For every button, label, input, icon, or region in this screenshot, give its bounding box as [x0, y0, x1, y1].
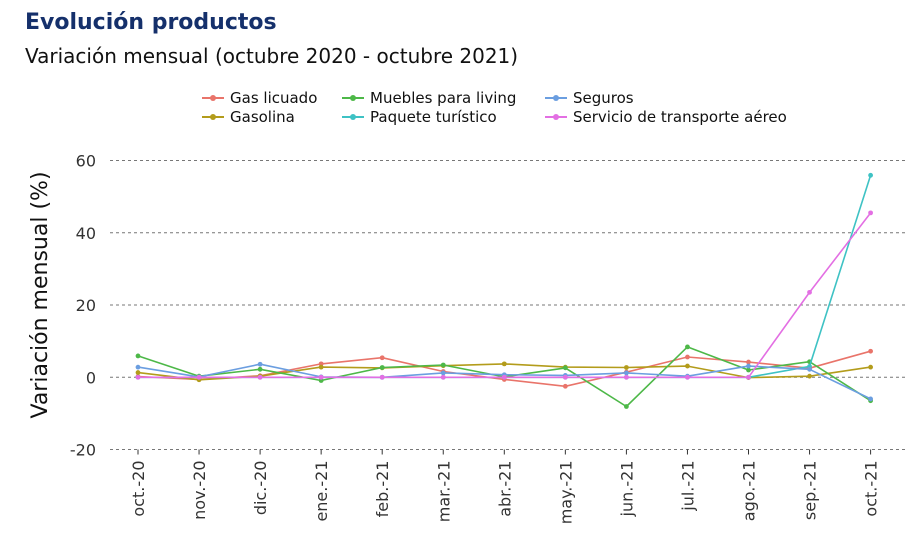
legend-label: Muebles para living	[370, 89, 517, 107]
data-point	[868, 210, 873, 216]
legend-key-icon	[202, 89, 224, 107]
chart-legend: Gas licuado Muebles para living Seguros …	[202, 89, 842, 129]
data-point	[501, 374, 507, 380]
data-point	[685, 344, 690, 350]
x-tick-label: nov.-20	[190, 461, 209, 520]
legend-key-icon	[545, 108, 567, 126]
legend-label: Gas licuado	[230, 89, 318, 107]
series-paquete-tur-stico	[135, 172, 873, 380]
data-point	[624, 374, 629, 380]
legend-item-muebles: Muebles para living	[342, 89, 516, 107]
data-point	[379, 374, 385, 380]
x-tick-label: jul.-21	[678, 461, 697, 512]
y-axis-ticks: -20 0 20 40 60	[70, 152, 96, 460]
legend-item-gasolina: Gasolina	[202, 108, 295, 126]
x-tick-label: oct.-21	[862, 461, 881, 517]
data-point	[318, 374, 324, 380]
y-tick-label: 60	[76, 152, 96, 171]
data-point	[624, 404, 629, 409]
data-point	[440, 362, 446, 368]
y-tick-label: 40	[76, 224, 96, 243]
x-tick-label: ene.-21	[312, 461, 331, 522]
data-point	[624, 370, 629, 376]
data-point	[440, 370, 446, 376]
series-line	[138, 175, 872, 379]
data-point	[746, 363, 751, 369]
y-axis-title: Variación mensual (%)	[28, 171, 53, 418]
x-axis-ticks: oct.-20 nov.-20 dic.-20 ene.-21 feb.-21 mar.-…	[129, 449, 881, 525]
legend-item-seguros: Seguros	[545, 89, 634, 107]
x-tick-label: ago.-21	[740, 461, 759, 522]
data-point	[379, 355, 385, 361]
chart-subtitle: Variación mensual (octubre 2020 - octubr…	[25, 44, 519, 68]
data-point	[135, 364, 141, 370]
x-tick-label: mar.-21	[434, 461, 453, 523]
x-tick-label: may.-21	[556, 461, 575, 525]
legend-key-icon	[545, 89, 567, 107]
data-point	[868, 348, 873, 354]
data-point	[562, 365, 568, 371]
data-point	[501, 361, 507, 367]
data-point	[868, 172, 873, 178]
series-servicio-de-transporte-a-reo	[135, 210, 873, 380]
data-point	[257, 374, 263, 380]
data-point	[562, 374, 568, 380]
data-point	[379, 365, 385, 370]
data-point	[807, 366, 812, 372]
legend-label: Servicio de transporte aéreo	[573, 108, 787, 126]
data-point	[868, 364, 873, 370]
chart-series	[135, 172, 873, 409]
data-point	[257, 361, 263, 367]
legend-label: Paquete turístico	[370, 108, 497, 126]
y-tick-label: -20	[70, 441, 96, 460]
x-tick-label: oct.-20	[129, 461, 148, 517]
data-point	[746, 359, 751, 365]
x-tick-label: dic.-20	[251, 461, 270, 516]
data-point	[562, 383, 568, 389]
data-point	[868, 396, 873, 402]
x-tick-label: abr.-21	[495, 461, 514, 517]
data-point	[135, 374, 141, 380]
legend-key-icon	[342, 89, 364, 107]
x-tick-label: feb.-21	[373, 461, 392, 518]
legend-item-gas-licuado: Gas licuado	[202, 89, 317, 107]
legend-key-icon	[342, 108, 364, 126]
data-point	[440, 374, 446, 380]
data-point	[685, 354, 690, 360]
legend-item-paquete-turistico: Paquete turístico	[342, 108, 497, 126]
x-tick-label: jun.-21	[617, 461, 636, 518]
data-point	[135, 353, 141, 359]
data-point	[135, 370, 141, 375]
legend-item-transporte-aereo: Servicio de transporte aéreo	[545, 108, 787, 126]
data-point	[257, 366, 263, 372]
data-point	[196, 374, 202, 380]
y-tick-label: 0	[86, 368, 96, 387]
data-point	[318, 364, 324, 370]
chart-title: Evolución productos	[25, 10, 277, 35]
data-point	[624, 365, 629, 370]
data-point	[746, 367, 751, 373]
y-tick-label: 20	[76, 296, 96, 315]
data-point	[685, 363, 690, 369]
legend-label: Gasolina	[230, 108, 295, 126]
data-point	[746, 374, 751, 380]
chart-gridlines	[110, 160, 905, 450]
legend-key-icon	[202, 108, 224, 126]
x-tick-label: sep.-21	[801, 461, 820, 521]
data-point	[685, 374, 690, 380]
legend-label: Seguros	[573, 89, 634, 107]
series-line	[138, 212, 872, 379]
data-point	[807, 289, 812, 295]
data-point	[807, 373, 812, 379]
